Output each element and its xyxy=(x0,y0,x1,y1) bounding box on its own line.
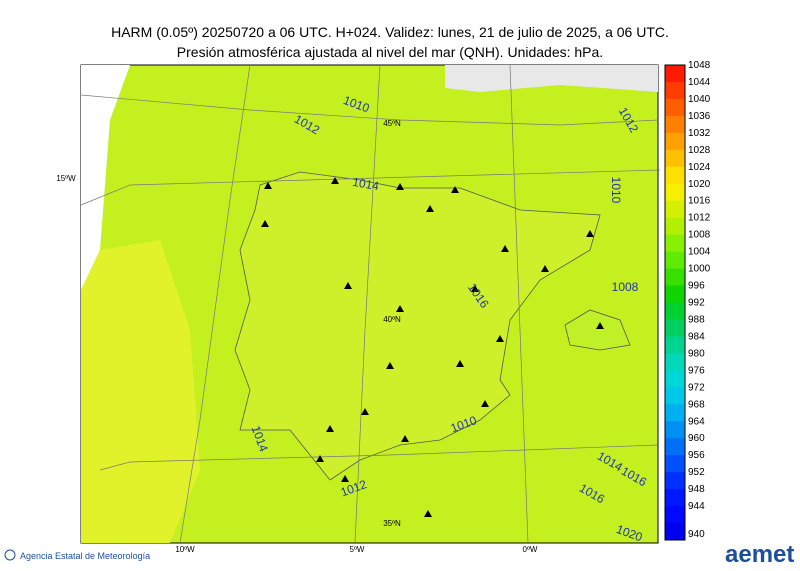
colorbar-label: 940 xyxy=(688,529,705,540)
colorbar-swatch xyxy=(665,336,685,354)
colorbar-label: 952 xyxy=(688,467,705,478)
colorbar-swatch xyxy=(665,98,685,117)
colorbar-label: 1024 xyxy=(688,162,711,173)
contour-label: 1014 xyxy=(351,175,380,193)
colorbar-label: 996 xyxy=(688,281,705,292)
grid-label: 40ºN xyxy=(383,315,401,324)
colorbar-swatch xyxy=(665,506,685,524)
balearic xyxy=(564,309,631,351)
grid-label: 45ºN xyxy=(383,119,401,128)
colorbar-swatch xyxy=(665,404,685,422)
colorbar-label: 984 xyxy=(688,331,705,342)
colorbar-label: 1036 xyxy=(688,111,711,122)
colorbar-swatch xyxy=(665,438,685,456)
colorbar-label: 976 xyxy=(688,365,705,376)
colorbar-label: 1008 xyxy=(688,230,711,241)
colorbar-label: 944 xyxy=(688,501,705,512)
colorbar-swatch xyxy=(665,268,685,287)
colorbar-label: 968 xyxy=(688,399,705,410)
colorbar-swatch xyxy=(665,319,685,337)
colorbar-swatch xyxy=(665,115,685,134)
contour-label: 1010 xyxy=(609,177,623,204)
stations xyxy=(261,177,604,517)
colorbar-label: 1028 xyxy=(688,145,711,156)
colorbar-swatch xyxy=(665,285,685,303)
colorbar-swatch xyxy=(665,421,685,439)
grid-label: 10ºW xyxy=(175,545,195,554)
copyright-icon xyxy=(4,549,16,561)
colorbar-swatch xyxy=(665,149,685,168)
colorbar-label: 1044 xyxy=(688,77,711,88)
colorbar-swatch xyxy=(665,234,685,253)
colorbar-label: 1040 xyxy=(688,94,711,105)
colorbar-label: 992 xyxy=(688,298,705,309)
colorbar-label: 956 xyxy=(688,450,705,461)
colorbar-label: 1000 xyxy=(688,264,711,275)
contour-label: 1008 xyxy=(612,280,639,294)
colorbar-label: 1020 xyxy=(688,179,711,190)
colorbar-label: 1032 xyxy=(688,128,711,139)
logo: aemet xyxy=(725,541,794,566)
colorbar-label: 1012 xyxy=(688,213,711,224)
grid-label: 5ºW xyxy=(350,545,365,554)
iberia xyxy=(234,171,601,481)
colorbar-swatch xyxy=(665,387,685,405)
colorbar-label: 988 xyxy=(688,314,705,325)
colorbar-swatch xyxy=(665,166,685,185)
colorbar-swatch xyxy=(665,472,685,490)
colorbar-label: 972 xyxy=(688,382,705,393)
colorbar-label: 948 xyxy=(688,484,705,495)
colorbar-swatch xyxy=(665,251,685,270)
colorbar-label: 980 xyxy=(688,348,705,359)
colorbar-swatch xyxy=(665,455,685,473)
colorbar-swatch xyxy=(665,200,685,219)
colorbar-label: 1004 xyxy=(688,247,711,258)
colorbar-swatch xyxy=(665,132,685,151)
colorbar-label: 1048 xyxy=(688,60,711,71)
agency: Agencia Estatal de Meteorología xyxy=(20,551,150,561)
colorbar-label: 1016 xyxy=(688,196,711,207)
colorbar-swatch xyxy=(665,302,685,320)
subtitle: Presión atmosférica ajustada al nivel de… xyxy=(177,44,603,60)
grey-area xyxy=(445,65,658,92)
colorbar-label: 964 xyxy=(688,416,705,427)
colorbar-swatch xyxy=(665,65,685,83)
colorbar-swatch xyxy=(665,183,685,202)
grid-label: 0ºW xyxy=(523,545,538,554)
colorbar-swatch xyxy=(665,81,685,100)
grid-label: 35ºN xyxy=(383,519,401,528)
colorbar-swatch xyxy=(665,370,685,388)
colorbar-swatch xyxy=(665,217,685,236)
colorbar-frame xyxy=(664,64,686,541)
colorbar-swatch xyxy=(665,523,685,541)
title: HARM (0.05º) 20250720 a 06 UTC. H+024. V… xyxy=(111,24,669,40)
outside-domain xyxy=(81,65,130,290)
colorbar-swatch xyxy=(665,353,685,371)
map xyxy=(80,64,661,544)
colorbar-swatch xyxy=(665,489,685,507)
colorbar-label: 960 xyxy=(688,433,705,444)
grid-label: 15ºW xyxy=(56,174,76,183)
